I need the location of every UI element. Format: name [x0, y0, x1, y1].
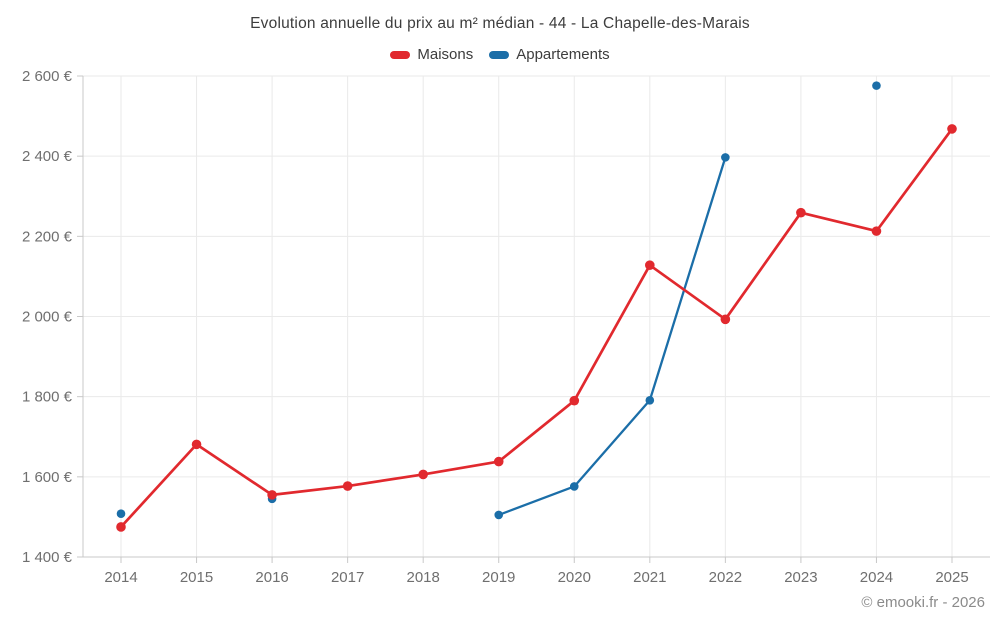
data-point-maisons-2025[interactable] — [947, 124, 957, 134]
data-point-appartements-2024[interactable] — [872, 81, 881, 90]
data-point-maisons-2023[interactable] — [796, 207, 806, 218]
data-point-appartements-2021[interactable] — [645, 395, 655, 405]
y-tick-label: 1 400 € — [22, 549, 73, 566]
x-tick-label: 2016 — [255, 569, 288, 586]
series-appartements-line — [497, 156, 727, 517]
legend-label-maisons: Maisons — [417, 46, 474, 63]
chart-title: Evolution annuelle du prix au m² médian … — [250, 15, 750, 32]
gridlines — [83, 75, 990, 557]
x-tick-label: 2025 — [935, 569, 968, 586]
x-tick-label: 2019 — [482, 569, 515, 586]
y-tick-label: 2 400 € — [22, 148, 73, 165]
x-tick-label: 2024 — [860, 569, 893, 586]
data-point-appartements-2022[interactable] — [721, 153, 730, 162]
legend-item-maisons[interactable]: Maisons — [390, 46, 473, 63]
legend-item-appartements[interactable]: Appartements — [489, 46, 610, 63]
data-point-maisons-2019[interactable] — [493, 456, 504, 467]
y-tick-label: 2 200 € — [22, 228, 73, 245]
data-point-maisons-2014[interactable] — [116, 522, 126, 532]
data-point-maisons-2018[interactable] — [418, 469, 428, 480]
x-tick-label: 2020 — [558, 569, 591, 586]
axis-labels: 1 400 € 1 600 € 1 800 € 2 000 € 2 200 € 2 400… — [22, 68, 969, 586]
data-point-appartements-2019[interactable] — [494, 510, 504, 520]
series-maisons-line — [119, 127, 954, 529]
axes — [77, 75, 990, 563]
appartements-series-swatch-icon — [489, 50, 510, 59]
copyright-watermark: © emooki.fr - 2026 — [861, 594, 985, 611]
x-tick-label: 2017 — [331, 569, 364, 586]
x-tick-label: 2022 — [709, 569, 742, 586]
data-point-appartements-2014[interactable] — [116, 509, 126, 519]
x-tick-label: 2023 — [784, 569, 817, 586]
y-tick-label: 2 600 € — [22, 68, 73, 85]
data-point-maisons-2017[interactable] — [342, 481, 353, 491]
y-tick-label: 1 800 € — [22, 389, 73, 406]
data-point-maisons-2021[interactable] — [645, 260, 655, 270]
data-point-maisons-2024[interactable] — [871, 226, 882, 236]
x-tick-label: 2014 — [104, 569, 137, 586]
maisons-series-swatch-icon — [390, 50, 411, 59]
x-tick-label: 2021 — [633, 569, 666, 586]
data-point-maisons-2022[interactable] — [720, 314, 731, 325]
data-point-appartements-2020[interactable] — [569, 482, 579, 491]
x-tick-label: 2018 — [406, 569, 439, 586]
data-point-maisons-2015[interactable] — [191, 439, 202, 450]
y-tick-label: 2 000 € — [22, 309, 73, 326]
data-point-maisons-2016[interactable] — [267, 490, 277, 500]
legend-label-appartements: Appartements — [516, 46, 610, 63]
data-point-maisons-2020[interactable] — [569, 395, 580, 406]
series-maisons — [116, 124, 957, 532]
y-tick-label: 1 600 € — [22, 469, 73, 486]
x-tick-label: 2015 — [180, 569, 213, 586]
chart-legend: Maisons Appartements — [0, 46, 1000, 63]
